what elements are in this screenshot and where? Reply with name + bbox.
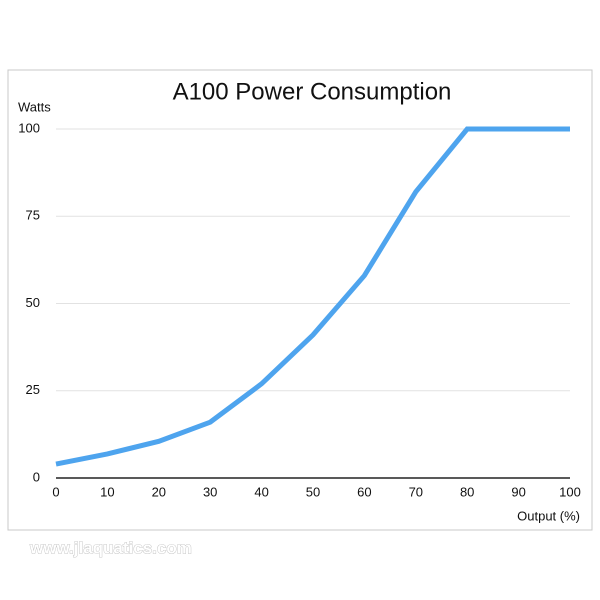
x-tick-label: 100 bbox=[559, 484, 581, 499]
y-tick-label: 25 bbox=[26, 382, 40, 397]
x-tick-label: 0 bbox=[52, 484, 59, 499]
x-axis-label: Output (%) bbox=[517, 508, 580, 523]
y-tick-label: 100 bbox=[18, 120, 40, 135]
chart-title: A100 Power Consumption bbox=[173, 78, 452, 105]
x-tick-label: 50 bbox=[306, 484, 320, 499]
x-tick-label: 70 bbox=[409, 484, 423, 499]
data-line bbox=[55, 126, 570, 467]
x-tick-label: 40 bbox=[254, 484, 268, 499]
watermark: www.jlaquatics.com bbox=[29, 538, 192, 557]
x-tick-label: 90 bbox=[511, 484, 525, 499]
x-tick-label: 80 bbox=[460, 484, 474, 499]
y-tick-label: 0 bbox=[33, 469, 40, 484]
x-tick-label: 10 bbox=[100, 484, 114, 499]
x-tick-label: 20 bbox=[152, 484, 166, 499]
y-tick-label: 75 bbox=[26, 208, 40, 223]
chart-frame bbox=[7, 69, 593, 531]
y-tick-label: 50 bbox=[26, 295, 40, 310]
x-tick-label: 30 bbox=[203, 484, 217, 499]
x-tick-label: 60 bbox=[357, 484, 371, 499]
y-axis-label: Watts bbox=[18, 99, 51, 114]
